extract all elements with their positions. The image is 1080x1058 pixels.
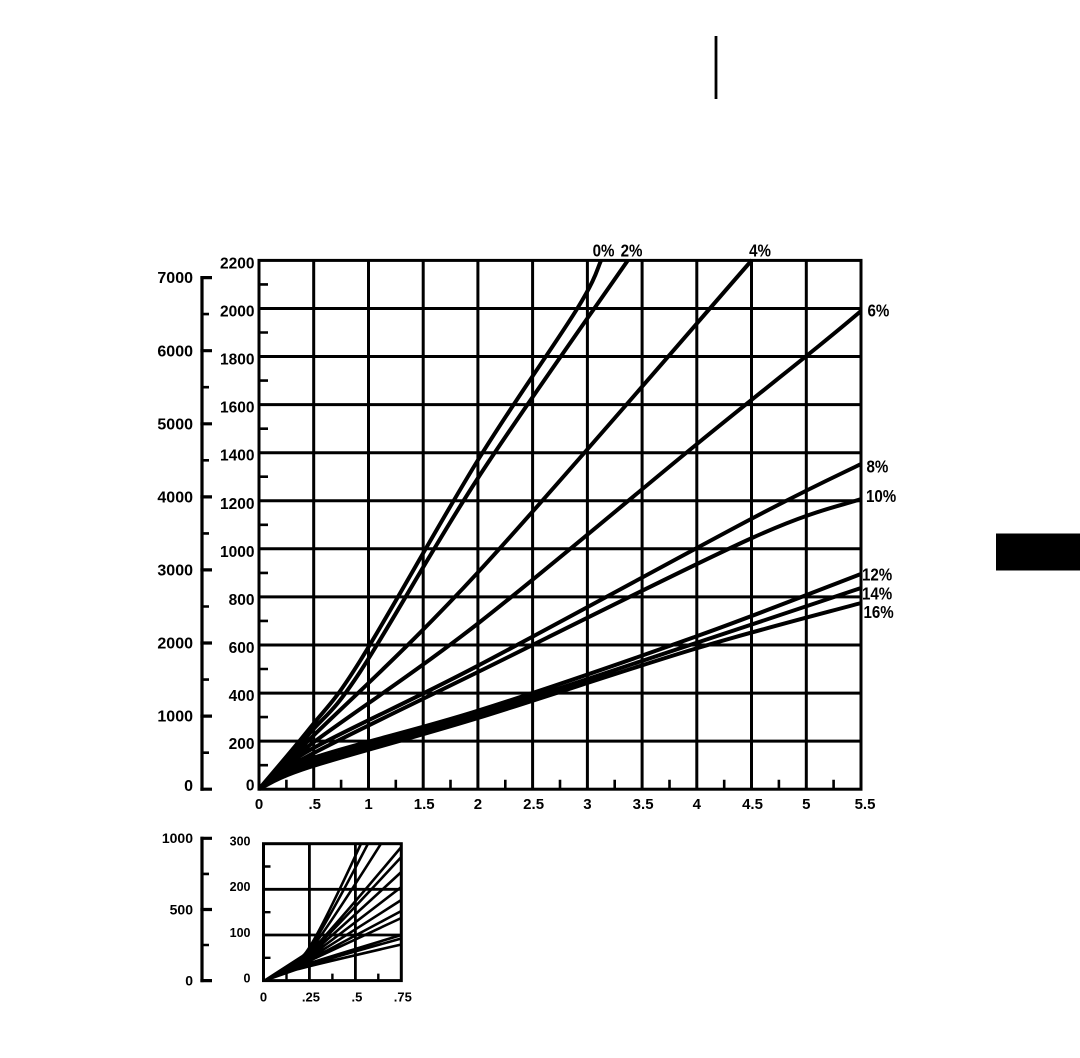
svg-text:200: 200 [229,736,255,753]
svg-text:2.5: 2.5 [523,796,544,813]
svg-text:4: 4 [693,796,702,813]
svg-text:.5: .5 [351,990,362,1005]
svg-text:1.5: 1.5 [414,796,435,813]
svg-text:2000: 2000 [220,304,254,321]
svg-text:3000: 3000 [157,563,193,580]
svg-text:0: 0 [244,971,251,985]
svg-text:7000: 7000 [157,270,193,287]
svg-text:0%: 0% [593,240,615,261]
svg-text:400: 400 [229,688,255,705]
svg-text:8%: 8% [867,456,889,477]
svg-text:14%: 14% [862,583,892,604]
svg-text:1000: 1000 [157,709,193,726]
svg-text:800: 800 [229,592,255,609]
svg-text:600: 600 [229,640,255,657]
svg-text:.25: .25 [302,990,320,1005]
svg-text:1000: 1000 [220,544,254,561]
svg-text:0: 0 [185,973,193,989]
svg-text:6%: 6% [868,300,890,321]
svg-text:6000: 6000 [157,343,193,360]
svg-text:300: 300 [230,835,251,849]
svg-text:4000: 4000 [157,490,193,507]
svg-text:12%: 12% [862,564,892,585]
svg-text:0: 0 [255,796,263,813]
svg-text:1600: 1600 [220,400,254,417]
svg-text:5: 5 [802,796,810,813]
svg-text:5.5: 5.5 [855,796,876,813]
svg-text:1800: 1800 [220,352,254,369]
svg-text:0: 0 [260,990,267,1005]
svg-text:10%: 10% [866,486,896,507]
svg-text:4.5: 4.5 [742,796,763,813]
svg-text:100: 100 [230,926,251,940]
svg-text:3.5: 3.5 [633,796,654,813]
svg-text:1200: 1200 [220,496,254,513]
svg-text:1000: 1000 [162,830,193,846]
svg-text:.5: .5 [308,796,321,813]
svg-text:1: 1 [364,796,372,813]
svg-text:2000: 2000 [157,636,193,653]
svg-text:.75: .75 [394,990,412,1005]
svg-text:2%: 2% [621,240,643,261]
svg-text:0: 0 [246,778,255,795]
svg-text:5000: 5000 [157,416,193,433]
svg-text:4%: 4% [749,240,771,261]
svg-text:200: 200 [230,880,251,894]
svg-text:2200: 2200 [220,255,254,272]
svg-text:2: 2 [474,796,482,813]
svg-text:0: 0 [184,778,193,795]
svg-text:1400: 1400 [220,448,254,465]
svg-text:16%: 16% [864,602,894,623]
svg-text:3: 3 [583,796,591,813]
svg-text:500: 500 [170,901,194,917]
